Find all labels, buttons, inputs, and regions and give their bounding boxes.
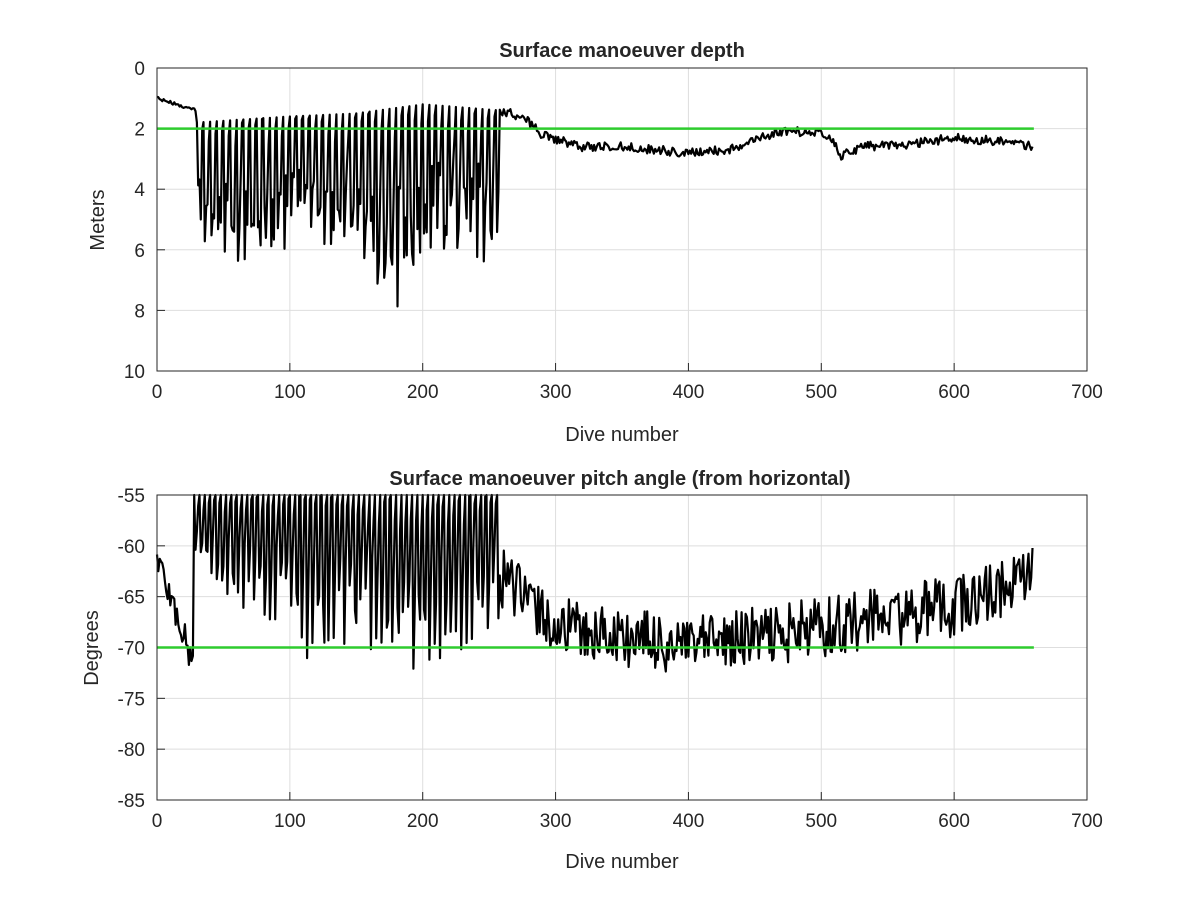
pitch-x-tick-label: 100 <box>274 811 306 832</box>
depth-series <box>156 95 1034 308</box>
depth-x-tick-label: 200 <box>407 382 439 403</box>
pitch-plot: 0 100 200 300 400 500 600 700 -55 -60 -65 -70 -75 -80… <box>81 468 1103 873</box>
depth-y-tick-label: 2 <box>134 120 145 141</box>
pitch-y-tick-label: -60 <box>118 537 145 558</box>
pitch-x-tick-label: 300 <box>540 811 572 832</box>
depth-y-tick-label: 8 <box>134 301 145 322</box>
pitch-y-tick-label: -75 <box>118 689 145 710</box>
pitch-y-tick-label: -70 <box>118 639 145 660</box>
depth-x-tick-label: 300 <box>540 382 572 403</box>
depth-y-tick-label: 6 <box>134 241 145 262</box>
pitch-x-tick-label: 600 <box>938 811 970 832</box>
pitch-chart-title: Surface manoeuver pitch angle (from hori… <box>389 468 850 490</box>
depth-y-tick-label: 10 <box>124 362 145 383</box>
depth-series-line <box>156 95 1034 308</box>
depth-y-tick-label: 0 <box>134 59 145 80</box>
pitch-x-tick-label: 200 <box>407 811 439 832</box>
pitch-series-line <box>155 493 1034 673</box>
pitch-x-tick-label: 500 <box>805 811 837 832</box>
depth-plot-area <box>157 68 1087 371</box>
depth-x-tick-label: 0 <box>152 382 163 403</box>
depth-x-tick-label: 700 <box>1071 382 1103 403</box>
depth-y-tick-label: 4 <box>134 180 145 201</box>
pitch-axes-box <box>156 494 1088 801</box>
pitch-y-tick-label: -65 <box>118 588 145 609</box>
pitch-x-tick-label: 400 <box>673 811 705 832</box>
pitch-x-tick-label: 700 <box>1071 811 1103 832</box>
depth-y-axis-label: Meters <box>87 189 109 250</box>
depth-plot: 0 100 200 300 400 500 600 700 0 2 4 6 8 10 Surface ma… <box>87 40 1103 446</box>
depth-tick-labels: 0 100 200 300 400 500 600 700 0 2 4 6 8 10 <box>124 59 1103 403</box>
depth-x-axis-label: Dive number <box>565 424 679 446</box>
depth-x-tick-label: 600 <box>938 382 970 403</box>
depth-x-tick-label: 100 <box>274 382 306 403</box>
pitch-tick-labels: 0 100 200 300 400 500 600 700 -55 -60 -65 -70 -75 -80… <box>118 486 1103 832</box>
pitch-series <box>155 493 1034 673</box>
pitch-x-tick-label: 0 <box>152 811 163 832</box>
pitch-y-tick-label: -85 <box>118 791 145 812</box>
pitch-x-axis-label: Dive number <box>565 851 679 873</box>
depth-chart-title: Surface manoeuver depth <box>499 40 745 62</box>
depth-x-tick-label: 500 <box>805 382 837 403</box>
pitch-y-tick-label: -55 <box>118 486 145 507</box>
pitch-y-tick-label: -80 <box>118 740 145 761</box>
pitch-y-axis-label: Degrees <box>81 610 103 686</box>
depth-x-tick-label: 400 <box>673 382 705 403</box>
depth-axes-box <box>156 67 1088 372</box>
